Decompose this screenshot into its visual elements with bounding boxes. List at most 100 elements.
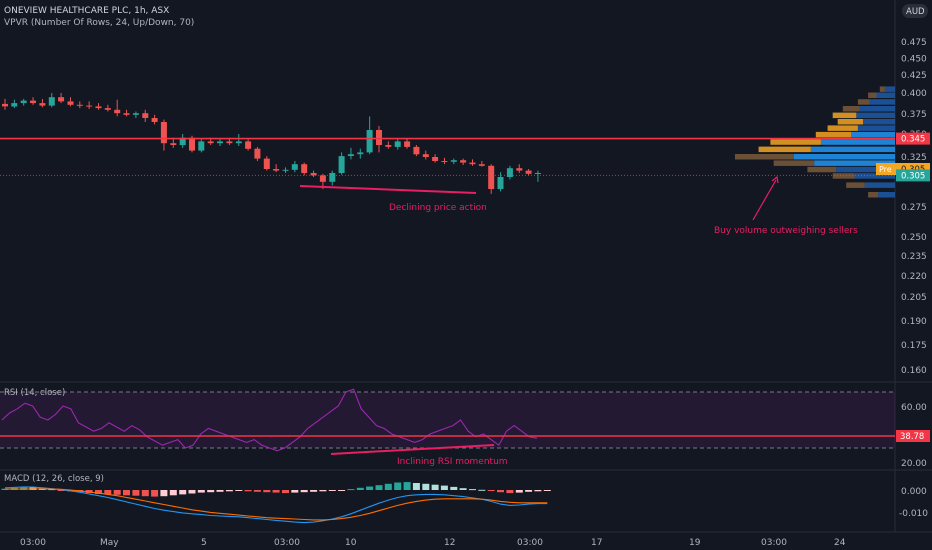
candle-body [160, 122, 167, 144]
vpvr-down-bar [842, 106, 860, 112]
candle-body [319, 175, 326, 182]
price-trendline[interactable] [299, 185, 477, 194]
candle-body [413, 146, 420, 155]
vpvr-up-bar [857, 125, 895, 131]
candle-body [516, 168, 523, 171]
macd-histogram-bar [123, 490, 130, 496]
macd-axis-tick-0: 0.000 [901, 487, 927, 497]
candle-body [329, 173, 336, 182]
rsi-axis-tick-20: 20.00 [901, 459, 927, 469]
candle-body [76, 104, 83, 106]
rsi-annotation: Inclining RSI momentum [397, 457, 508, 467]
rsi-label[interactable]: RSI (14, close) [4, 388, 65, 398]
time-axis-tick: 19 [689, 538, 701, 548]
macd-histogram-bar [104, 490, 112, 495]
time-axis-tick: 03:00 [274, 538, 300, 548]
macd-histogram-bar [543, 490, 551, 491]
time-axis-tick: 24 [834, 538, 846, 548]
candle-body [132, 113, 139, 115]
time-axis[interactable]: 03:00 May 5 03:00 10 12 03:00 17 19 03:00 24 [20, 538, 846, 548]
macd-histogram-bar [272, 490, 280, 493]
candle-body [198, 141, 205, 151]
price-axis-tick: 0.235 [901, 252, 927, 262]
time-axis-tick: 03:00 [761, 538, 787, 548]
macd-histogram-bar [328, 490, 336, 491]
macd-histogram-bar [244, 490, 252, 492]
currency-label[interactable]: AUD [906, 7, 925, 17]
candle-body [376, 130, 382, 145]
candle-body [497, 177, 504, 189]
macd-line [4, 486, 548, 524]
macd-histogram-bar [263, 490, 271, 493]
macd-histogram-bar [160, 490, 168, 497]
rsi-trendline[interactable] [330, 444, 495, 455]
vpvr-down-bar [879, 86, 885, 92]
candle-body [450, 160, 457, 162]
vpvr-arrow[interactable] [752, 179, 777, 221]
candle-body [11, 103, 18, 107]
vpvr-down-bar [832, 112, 857, 119]
macd-series [1, 482, 551, 524]
vpvr-down-bar [815, 131, 852, 138]
candle-body [48, 97, 55, 106]
vpvr-down-bar [758, 146, 811, 153]
time-axis-tick: 12 [444, 538, 455, 548]
candlestick-series [2, 93, 541, 194]
price-axis-tick: 0.275 [901, 203, 927, 213]
vpvr-up-bar [856, 112, 895, 119]
candle-body [67, 101, 74, 105]
macd-label[interactable]: MACD (12, 26, close, 9) [4, 474, 104, 484]
vpvr-down-bar [827, 125, 858, 131]
price-axis-tick: 0.175 [901, 341, 927, 351]
candle-body [404, 141, 411, 147]
rsi-value: 38.78 [900, 432, 924, 442]
macd-histogram-bar [113, 490, 121, 495]
candle-body [151, 118, 158, 122]
macd-histogram-bar [422, 483, 430, 490]
price-axis[interactable]: 0.4750.4500.4250.4000.3750.3500.3250.300… [901, 38, 927, 376]
macd-histogram-bar [403, 482, 411, 490]
macd-histogram-bar [235, 490, 243, 491]
candle-body [226, 141, 233, 144]
resistance-price-value: 0.345 [901, 135, 925, 145]
currency-pill[interactable] [902, 4, 928, 18]
price-axis-tick: 0.400 [901, 89, 927, 99]
candle-body [347, 154, 354, 156]
price-annotation: Declining price action [389, 203, 487, 213]
candle-body [432, 157, 439, 161]
macd-histogram-bar [506, 490, 514, 494]
macd-histogram-bar [459, 488, 467, 490]
price-axis-tick: 0.160 [901, 366, 927, 376]
macd-histogram-bar [515, 490, 523, 493]
vpvr-up-bar [814, 160, 895, 166]
macd-histogram-bar [282, 490, 289, 494]
price-axis-tick: 0.190 [901, 317, 927, 327]
macd-histogram-bar [431, 484, 439, 490]
candle-body [385, 145, 392, 147]
candle-body [95, 106, 102, 109]
candle-body [338, 156, 345, 173]
rsi-value-badge [896, 430, 930, 442]
price-axis-tick: 0.475 [901, 38, 927, 48]
price-axis-tick: 0.375 [901, 110, 927, 120]
candle-body [506, 168, 513, 177]
price-axis-tick: 0.325 [901, 153, 927, 163]
macd-histogram-bar [440, 485, 448, 490]
rsi-series [1, 388, 538, 452]
candle-body [39, 103, 46, 106]
vpvr-up-bar [793, 154, 895, 160]
macd-histogram-bar [151, 490, 159, 497]
vpvr-up-bar [878, 192, 895, 198]
macd-histogram-bar [412, 483, 420, 490]
vpvr-down-bar [807, 166, 836, 173]
macd-histogram-bar [132, 490, 140, 496]
candle-body [441, 161, 448, 162]
candle-body [310, 173, 317, 176]
vpvr-indicator-label[interactable]: VPVR (Number Of Rows, 24, Up/Down, 70) [4, 18, 194, 28]
pre-market-label: Pre [879, 165, 892, 174]
price-axis-tick: 0.425 [901, 71, 927, 81]
candle-body [2, 103, 8, 107]
macd-histogram-bar [291, 490, 299, 493]
